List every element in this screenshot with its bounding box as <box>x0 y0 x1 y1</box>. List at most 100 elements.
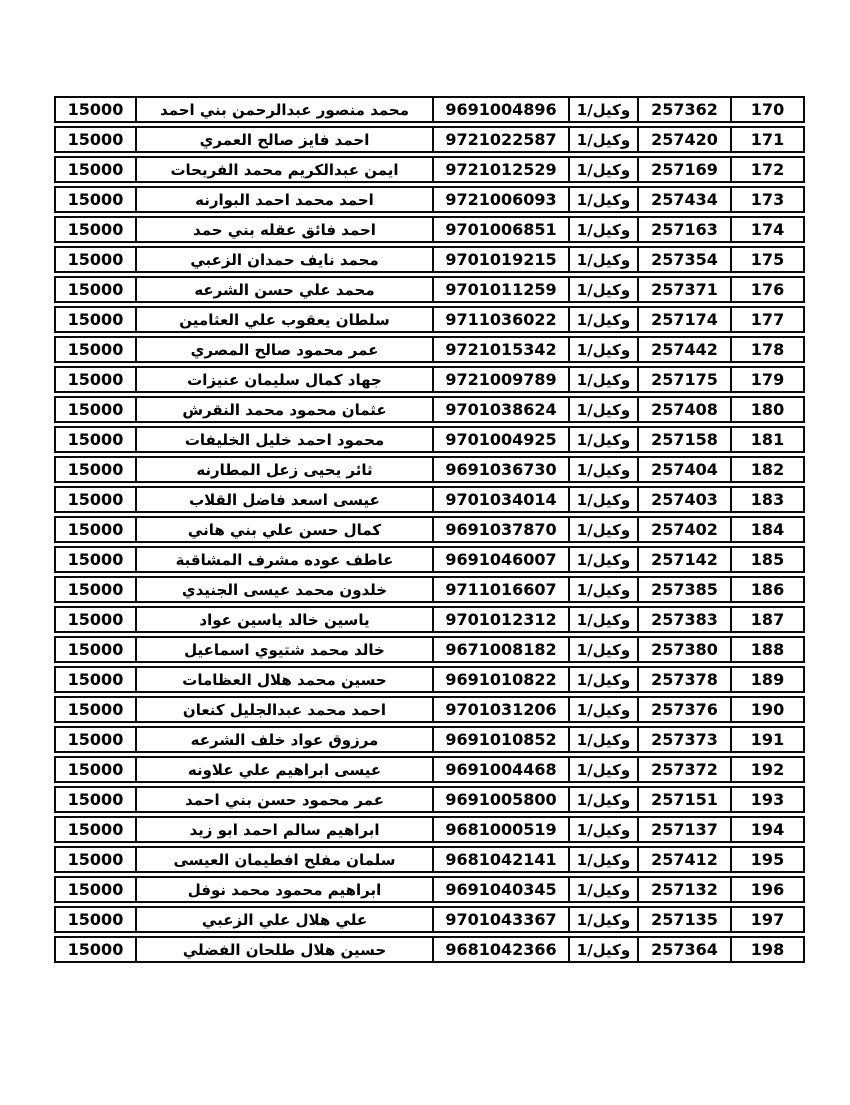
file-number-cell: 257420 <box>637 126 730 153</box>
row-number-cell: 175 <box>730 246 805 273</box>
amount-cell: 15000 <box>54 846 135 873</box>
national-id-cell: 9721012529 <box>432 156 568 183</box>
role-cell: وكيل/1 <box>568 696 637 723</box>
file-number-cell: 257163 <box>637 216 730 243</box>
role-cell: وكيل/1 <box>568 846 637 873</box>
row-number-cell: 187 <box>730 606 805 633</box>
amount-cell: 15000 <box>54 936 135 963</box>
name-cell: خالد محمد شتيوي اسماعيل <box>135 636 432 663</box>
amount-cell: 15000 <box>54 186 135 213</box>
table-row: 196 257132 وكيل/1 9691040345 ابراهيم محم… <box>54 876 805 903</box>
name-cell: عيسى ابراهيم علي علاونه <box>135 756 432 783</box>
national-id-cell: 9691005800 <box>432 786 568 813</box>
role-cell: وكيل/1 <box>568 756 637 783</box>
name-cell: مرزوق عواد خلف الشرعه <box>135 726 432 753</box>
role-cell: وكيل/1 <box>568 726 637 753</box>
amount-cell: 15000 <box>54 816 135 843</box>
table-row: 198 257364 وكيل/1 9681042366 حسين هلال ط… <box>54 936 805 963</box>
amount-cell: 15000 <box>54 426 135 453</box>
national-id-cell: 9711016607 <box>432 576 568 603</box>
table-row: 175 257354 وكيل/1 9701019215 محمد نايف ح… <box>54 246 805 273</box>
name-cell: احمد فائق عقله بني حمد <box>135 216 432 243</box>
national-id-cell: 9701043367 <box>432 906 568 933</box>
file-number-cell: 257135 <box>637 906 730 933</box>
name-cell: محمد منصور عبدالرحمن بني احمد <box>135 96 432 123</box>
national-id-cell: 9671008182 <box>432 636 568 663</box>
national-id-cell: 9701038624 <box>432 396 568 423</box>
national-id-cell: 9691004896 <box>432 96 568 123</box>
name-cell: سلمان مفلح افطيمان العيسى <box>135 846 432 873</box>
table-row: 177 257174 وكيل/1 9711036022 سلطان يعقوب… <box>54 306 805 333</box>
table-row: 170 257362 وكيل/1 9691004896 محمد منصور … <box>54 96 805 123</box>
file-number-cell: 257137 <box>637 816 730 843</box>
national-id-cell: 9711036022 <box>432 306 568 333</box>
name-cell: سلطان يعقوب علي العثامين <box>135 306 432 333</box>
row-number-cell: 180 <box>730 396 805 423</box>
amount-cell: 15000 <box>54 726 135 753</box>
amount-cell: 15000 <box>54 486 135 513</box>
file-number-cell: 257402 <box>637 516 730 543</box>
file-number-cell: 257412 <box>637 846 730 873</box>
name-cell: محمد علي حسن الشرعه <box>135 276 432 303</box>
amount-cell: 15000 <box>54 516 135 543</box>
table-row: 172 257169 وكيل/1 9721012529 ايمن عبدالك… <box>54 156 805 183</box>
national-id-cell: 9721015342 <box>432 336 568 363</box>
name-cell: حسين هلال طلحان الفضلي <box>135 936 432 963</box>
row-number-cell: 186 <box>730 576 805 603</box>
row-number-cell: 177 <box>730 306 805 333</box>
national-id-cell: 9721009789 <box>432 366 568 393</box>
table-row: 181 257158 وكيل/1 9701004925 محمود احمد … <box>54 426 805 453</box>
amount-cell: 15000 <box>54 576 135 603</box>
table-row: 193 257151 وكيل/1 9691005800 عمر محمود ح… <box>54 786 805 813</box>
table-row: 192 257372 وكيل/1 9691004468 عيسى ابراهي… <box>54 756 805 783</box>
role-cell: وكيل/1 <box>568 936 637 963</box>
table-row: 180 257408 وكيل/1 9701038624 عثمان محمود… <box>54 396 805 423</box>
table-row: 174 257163 وكيل/1 9701006851 احمد فائق ع… <box>54 216 805 243</box>
national-id-cell: 9701012312 <box>432 606 568 633</box>
role-cell: وكيل/1 <box>568 816 637 843</box>
role-cell: وكيل/1 <box>568 186 637 213</box>
file-number-cell: 257158 <box>637 426 730 453</box>
row-number-cell: 183 <box>730 486 805 513</box>
table-row: 173 257434 وكيل/1 9721006093 احمد محمد ا… <box>54 186 805 213</box>
amount-cell: 15000 <box>54 456 135 483</box>
table-row: 182 257404 وكيل/1 9691036730 ثائر يحيى ز… <box>54 456 805 483</box>
file-number-cell: 257378 <box>637 666 730 693</box>
amount-cell: 15000 <box>54 396 135 423</box>
name-cell: عثمان محمود محمد النقرش <box>135 396 432 423</box>
role-cell: وكيل/1 <box>568 246 637 273</box>
national-id-cell: 9721022587 <box>432 126 568 153</box>
amount-cell: 15000 <box>54 696 135 723</box>
national-id-cell: 9691010822 <box>432 666 568 693</box>
name-cell: عمر محمود صالح المصري <box>135 336 432 363</box>
row-number-cell: 171 <box>730 126 805 153</box>
amount-cell: 15000 <box>54 876 135 903</box>
file-number-cell: 257132 <box>637 876 730 903</box>
national-id-cell: 9681042366 <box>432 936 568 963</box>
role-cell: وكيل/1 <box>568 906 637 933</box>
scanned-document-page: 170 257362 وكيل/1 9691004896 محمد منصور … <box>0 93 850 1105</box>
name-cell: علي هلال علي الزعبي <box>135 906 432 933</box>
amount-cell: 15000 <box>54 636 135 663</box>
role-cell: وكيل/1 <box>568 96 637 123</box>
amount-cell: 15000 <box>54 276 135 303</box>
name-cell: احمد فايز صالح العمري <box>135 126 432 153</box>
row-number-cell: 178 <box>730 336 805 363</box>
national-id-cell: 9701004925 <box>432 426 568 453</box>
table-row: 187 257383 وكيل/1 9701012312 ياسين خالد … <box>54 606 805 633</box>
role-cell: وكيل/1 <box>568 606 637 633</box>
national-id-cell: 9701011259 <box>432 276 568 303</box>
row-number-cell: 188 <box>730 636 805 663</box>
table-row: 179 257175 وكيل/1 9721009789 جهاد كمال س… <box>54 366 805 393</box>
row-number-cell: 172 <box>730 156 805 183</box>
amount-cell: 15000 <box>54 906 135 933</box>
table-row: 188 257380 وكيل/1 9671008182 خالد محمد ش… <box>54 636 805 663</box>
file-number-cell: 257175 <box>637 366 730 393</box>
role-cell: وكيل/1 <box>568 126 637 153</box>
amount-cell: 15000 <box>54 366 135 393</box>
file-number-cell: 257151 <box>637 786 730 813</box>
file-number-cell: 257354 <box>637 246 730 273</box>
file-number-cell: 257174 <box>637 306 730 333</box>
national-id-cell: 9691036730 <box>432 456 568 483</box>
row-number-cell: 184 <box>730 516 805 543</box>
